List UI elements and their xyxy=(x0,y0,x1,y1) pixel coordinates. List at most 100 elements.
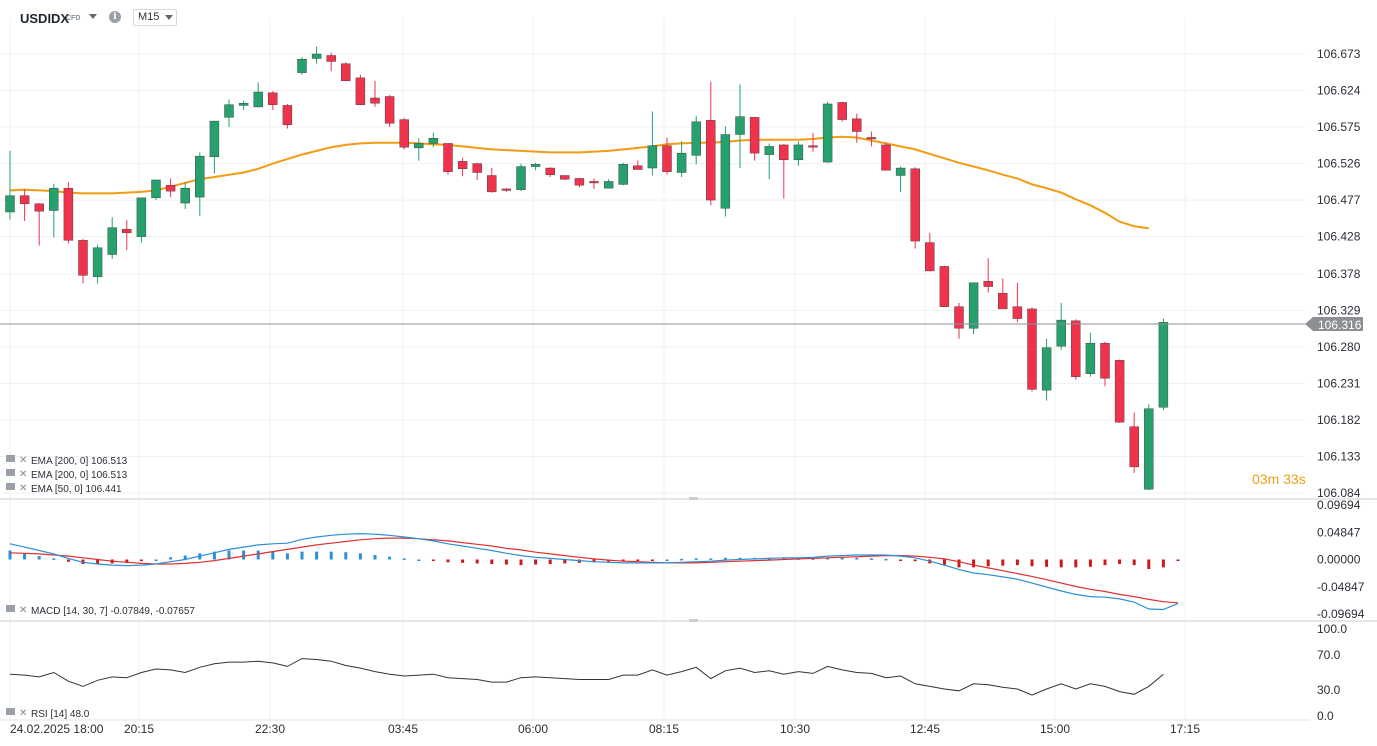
candle[interactable] xyxy=(603,179,614,189)
candle[interactable] xyxy=(968,282,979,335)
candle[interactable] xyxy=(530,162,541,171)
candle[interactable] xyxy=(487,168,497,193)
candle[interactable] xyxy=(618,162,628,186)
candle[interactable] xyxy=(92,244,103,284)
visibility-icon[interactable] xyxy=(6,469,15,476)
candle[interactable] xyxy=(151,179,161,201)
visibility-icon[interactable] xyxy=(6,455,15,462)
candle[interactable] xyxy=(574,177,585,188)
candle[interactable] xyxy=(1041,338,1052,401)
ema-legend-3[interactable]: ✕ EMA [50, 0] 106.441 xyxy=(6,483,122,495)
candle[interactable] xyxy=(1085,332,1096,377)
candle[interactable] xyxy=(706,81,716,206)
candle[interactable] xyxy=(735,84,745,169)
rsi-legend[interactable]: ✕ RSI [14] 48.0 xyxy=(6,708,90,720)
candle[interactable] xyxy=(895,166,906,192)
candle[interactable] xyxy=(764,143,774,180)
ema-legend-1[interactable]: ✕ EMA [200, 0] 106.513 xyxy=(6,455,128,467)
panel-resize-handle[interactable] xyxy=(689,497,698,500)
candle[interactable] xyxy=(78,238,88,284)
close-icon[interactable]: ✕ xyxy=(19,455,27,466)
candle[interactable] xyxy=(165,178,176,198)
candle[interactable] xyxy=(1071,319,1081,380)
candle[interactable] xyxy=(472,162,482,180)
candle[interactable] xyxy=(749,117,760,161)
candle[interactable] xyxy=(939,265,950,307)
candle[interactable] xyxy=(399,118,409,150)
candle[interactable] xyxy=(720,126,731,217)
candle[interactable] xyxy=(180,182,190,210)
candle[interactable] xyxy=(341,62,351,82)
candle[interactable] xyxy=(808,133,818,152)
candle[interactable] xyxy=(1012,282,1023,323)
candle[interactable] xyxy=(34,203,44,246)
candle[interactable] xyxy=(63,182,74,244)
candle[interactable] xyxy=(122,220,132,251)
candle[interactable] xyxy=(195,152,205,216)
candle[interactable] xyxy=(1100,341,1110,387)
candle[interactable] xyxy=(5,150,15,220)
candle[interactable] xyxy=(983,258,993,293)
candle[interactable] xyxy=(355,74,366,105)
candle[interactable] xyxy=(910,167,920,249)
candle[interactable] xyxy=(779,144,789,199)
candle[interactable] xyxy=(414,138,424,161)
candle[interactable] xyxy=(1056,302,1066,350)
candle[interactable] xyxy=(253,82,263,108)
candle[interactable] xyxy=(691,115,701,165)
candle[interactable] xyxy=(501,188,512,192)
candle[interactable] xyxy=(384,94,395,128)
candle[interactable] xyxy=(1027,307,1037,392)
candle[interactable] xyxy=(1158,318,1169,411)
visibility-icon[interactable] xyxy=(6,605,15,612)
candle[interactable] xyxy=(238,100,249,110)
candle[interactable] xyxy=(1114,359,1125,423)
candle[interactable] xyxy=(443,143,453,175)
candle[interactable] xyxy=(852,113,862,143)
candle[interactable] xyxy=(662,137,672,175)
candle[interactable] xyxy=(676,141,687,177)
candle[interactable] xyxy=(866,131,877,147)
candle[interactable] xyxy=(268,91,278,110)
candle[interactable] xyxy=(837,101,847,122)
candle[interactable] xyxy=(545,167,555,177)
close-icon[interactable]: ✕ xyxy=(19,469,27,480)
candle[interactable] xyxy=(1144,404,1154,491)
candle[interactable] xyxy=(326,52,336,72)
candle[interactable] xyxy=(136,197,147,243)
candle[interactable] xyxy=(282,103,293,129)
candle[interactable] xyxy=(822,101,833,163)
candle[interactable] xyxy=(881,142,891,171)
candle[interactable] xyxy=(297,56,307,75)
candle[interactable] xyxy=(209,120,220,174)
candle[interactable] xyxy=(428,133,439,148)
timeframe-select[interactable]: M15 xyxy=(133,9,177,26)
candle[interactable] xyxy=(793,141,804,166)
candle[interactable] xyxy=(224,99,234,128)
close-icon[interactable]: ✕ xyxy=(19,708,27,719)
candle[interactable] xyxy=(19,188,30,221)
candle[interactable] xyxy=(457,157,468,177)
candle[interactable] xyxy=(107,217,117,259)
visibility-icon[interactable] xyxy=(6,708,15,715)
candle[interactable] xyxy=(49,183,59,238)
candle[interactable] xyxy=(998,278,1008,310)
candle[interactable] xyxy=(516,163,526,192)
candle[interactable] xyxy=(633,160,643,170)
panel-resize-handle[interactable] xyxy=(689,619,698,622)
candle[interactable] xyxy=(370,80,380,107)
candle[interactable] xyxy=(589,178,599,189)
ema-legend-2[interactable]: ✕ EMA [200, 0] 106.513 xyxy=(6,469,128,481)
close-icon[interactable]: ✕ xyxy=(19,483,27,494)
close-icon[interactable]: ✕ xyxy=(19,605,27,616)
candle[interactable] xyxy=(1129,412,1139,473)
visibility-icon[interactable] xyxy=(6,483,15,490)
symbol-dropdown-chevron-icon[interactable] xyxy=(89,14,97,19)
candle[interactable] xyxy=(560,175,570,180)
symbol-name[interactable]: USDIDX xyxy=(20,11,70,26)
macd-legend[interactable]: ✕ MACD [14, 30, 7] -0.07849, -0.07657 xyxy=(6,605,195,617)
candle[interactable] xyxy=(925,232,935,272)
info-icon[interactable]: i xyxy=(109,11,121,23)
candle[interactable] xyxy=(647,111,658,176)
